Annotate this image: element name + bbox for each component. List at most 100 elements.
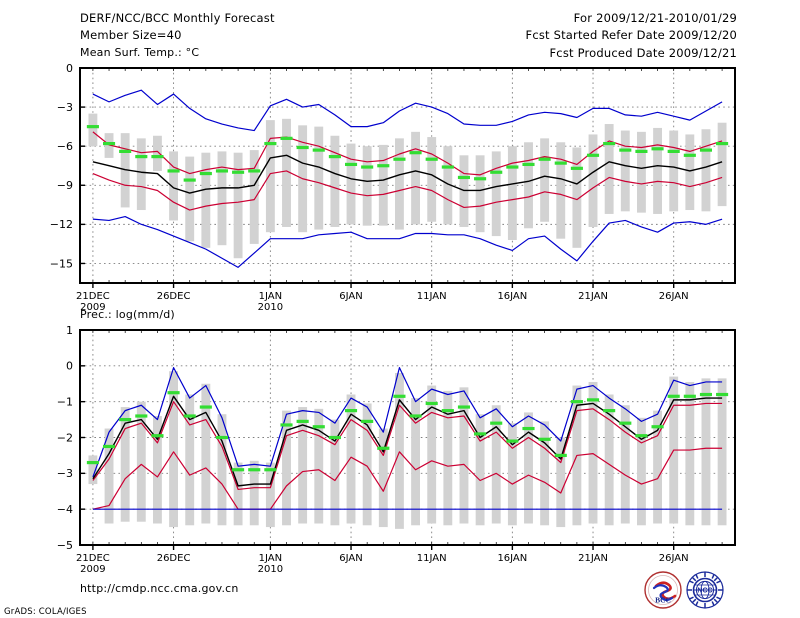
surface-temperature-spread-bar bbox=[217, 151, 227, 246]
bottom-chart-axis-label: Prec.: log(mm/d) bbox=[80, 308, 175, 321]
surface-temperature-ytick-label: −15 bbox=[50, 257, 73, 270]
precipitation-spread-bar bbox=[249, 460, 259, 526]
surface-temperature-xtick-label: 16JAN bbox=[497, 291, 527, 302]
surface-temperature-spread-bar bbox=[136, 138, 146, 211]
precipitation-spread-bar bbox=[185, 394, 195, 526]
bcc-logo-text: BCC bbox=[655, 596, 671, 605]
surface-temperature-xtick-label: 26JAN bbox=[659, 291, 689, 302]
surface-temperature-spread-bar bbox=[427, 137, 437, 222]
surface-temperature-spread-bar bbox=[411, 131, 421, 225]
precipitation-spread-bar bbox=[378, 428, 388, 528]
footer-url[interactable]: http://cmdp.ncc.cma.gov.cn bbox=[80, 582, 239, 595]
surface-temperature-spread-bar bbox=[153, 135, 162, 171]
precipitation-ytick-label: −2 bbox=[57, 431, 73, 444]
surface-temperature-spread-bar bbox=[556, 142, 566, 239]
surface-temperature-ytick-label: −12 bbox=[50, 218, 73, 231]
precipitation-series-lower-quartile bbox=[92, 447, 723, 510]
precipitation-spread-bar bbox=[298, 407, 308, 524]
header-started-date: Fcst Started Refer Date 2009/12/20 bbox=[525, 28, 737, 42]
precipitation-spread-bar bbox=[653, 410, 662, 524]
precipitation-spread-bar bbox=[282, 410, 291, 526]
surface-temperature-xtick-sublabel: 2009 bbox=[80, 302, 105, 313]
precipitation-xtick-label: 11JAN bbox=[417, 553, 447, 564]
precipitation-spread-bar bbox=[346, 394, 356, 524]
surface-temperature-series-mean bbox=[92, 154, 723, 194]
surface-temperature-spread-bar bbox=[620, 130, 630, 212]
surface-temperature-spread-bar bbox=[588, 134, 598, 227]
precipitation-ytick-label: −1 bbox=[57, 395, 73, 408]
precipitation-ytick-label: −3 bbox=[57, 467, 73, 480]
surface-temperature-spread-bar bbox=[378, 144, 388, 226]
precipitation-spread-bar bbox=[475, 414, 485, 526]
precipitation-xtick-sublabel: 2010 bbox=[258, 564, 283, 575]
precipitation-xtick-label: 21JAN bbox=[578, 553, 608, 564]
surface-temperature-spread-bar bbox=[636, 131, 646, 213]
precipitation-spread-bar bbox=[411, 398, 421, 526]
header-produced-date: Fcst Produced Date 2009/12/21 bbox=[549, 46, 737, 60]
surface-temperature-spread-bar bbox=[104, 133, 114, 158]
header-member-size: Member Size=40 bbox=[80, 28, 182, 42]
precipitation-spread-bar bbox=[201, 383, 211, 524]
surface-temperature-xtick-label: 1JAN bbox=[259, 291, 282, 302]
surface-temperature-xtick-label: 11JAN bbox=[417, 291, 447, 302]
precipitation-xtick-sublabel: 2009 bbox=[80, 564, 105, 575]
surface-temperature-spread-bar bbox=[265, 120, 275, 233]
surface-temperature-spread-bar bbox=[88, 113, 98, 147]
precipitation-spread-bar bbox=[636, 417, 646, 526]
precipitation-spread-bar bbox=[120, 407, 130, 522]
precipitation-spread-bar bbox=[265, 462, 275, 528]
surface-temperature-xtick-label: 26DEC bbox=[157, 291, 191, 302]
surface-temperature-spread-bar bbox=[201, 152, 211, 248]
surface-temperature-series-minimum bbox=[92, 215, 723, 268]
surface-temperature-spread-bar bbox=[540, 138, 550, 222]
surface-temperature-spread-bar bbox=[443, 146, 453, 225]
precipitation-xtick-label: 16JAN bbox=[497, 553, 527, 564]
surface-temperature-spread-bar bbox=[604, 124, 614, 214]
surface-temperature-series-upper-quartile bbox=[92, 131, 723, 176]
precipitation-spread-bar bbox=[685, 381, 695, 526]
precipitation-series-mean bbox=[92, 395, 723, 487]
surface-temperature-xtick-label: 6JAN bbox=[339, 291, 362, 302]
precipitation-ytick-label: −4 bbox=[57, 503, 73, 516]
precipitation-ytick-label: 1 bbox=[66, 324, 73, 337]
surface-temperature-spread-bar bbox=[701, 129, 711, 212]
precipitation-spread-bar bbox=[588, 381, 598, 524]
surface-temperature-spread-bar bbox=[330, 135, 340, 227]
precipitation-spread-bar bbox=[104, 428, 114, 524]
precipitation-spread-bar bbox=[459, 387, 469, 524]
precipitation-spread-bar bbox=[153, 416, 162, 524]
precipitation-spread-bar bbox=[217, 414, 227, 526]
surface-temperature-xtick-sublabel: 2010 bbox=[258, 302, 283, 313]
ncc-logo-text: NCC bbox=[697, 588, 712, 595]
surface-temperature-spread-bar bbox=[475, 155, 485, 233]
precipitation-ytick-label: 0 bbox=[66, 360, 73, 373]
surface-temperature-frame bbox=[79, 67, 736, 284]
precipitation-spread-bar bbox=[330, 419, 340, 526]
footer-credit: GrADS: COLA/IGES bbox=[4, 607, 87, 617]
surface-temperature-spread-bar bbox=[314, 126, 324, 230]
precipitation-spread-bar bbox=[507, 423, 517, 526]
surface-temperature-spread-bar bbox=[362, 146, 372, 226]
surface-temperature-spread-bar bbox=[524, 142, 533, 229]
precipitation-xtick-label: 26JAN bbox=[659, 553, 689, 564]
surface-temperature-spread-bar bbox=[282, 118, 291, 227]
precipitation-spread-bar bbox=[524, 412, 533, 524]
precipitation-series-maximum bbox=[92, 367, 723, 478]
precipitation-spread-bar bbox=[314, 408, 324, 524]
precipitation-spread-bar bbox=[443, 390, 453, 526]
precipitation-spread-bar bbox=[233, 462, 243, 526]
precipitation-spread-bar bbox=[701, 378, 711, 526]
precipitation-spread-bar bbox=[620, 405, 630, 524]
surface-temperature-ytick-label: 0 bbox=[66, 62, 73, 75]
surface-temperature-ytick-label: −3 bbox=[57, 101, 73, 114]
surface-temperature-series-lower-quartile bbox=[92, 170, 723, 211]
precipitation-spread-bar bbox=[362, 403, 372, 526]
surface-temperature-spread-bar bbox=[394, 138, 404, 230]
surface-temperature-spread-bar bbox=[653, 127, 662, 214]
surface-temperature-series-maximum bbox=[92, 89, 723, 132]
surface-temperature-spread-bar bbox=[169, 151, 179, 221]
precipitation-ytick-label: −5 bbox=[57, 539, 73, 552]
surface-temperature-xtick-label: 21DEC bbox=[76, 291, 110, 302]
